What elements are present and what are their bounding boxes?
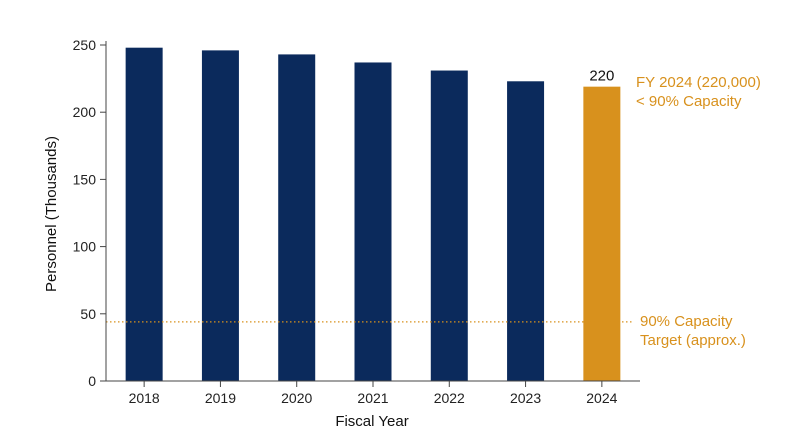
data-label-2024: 220 [589,68,614,85]
bar-2021 [354,62,392,382]
bars-group [125,47,621,382]
axes-group [105,41,640,382]
y-tick-label: 0 [88,373,96,389]
x-tick-label-2020: 2020 [281,390,312,406]
y-axis-title: Personnel (Thousands) [43,136,60,292]
x-tick-label-2023: 2023 [510,390,541,406]
x-axis-title: Fiscal Year [335,413,408,430]
x-tick-label-2019: 2019 [205,390,236,406]
y-tick-label: 150 [73,171,97,187]
bar-2024 [583,86,621,381]
annotation-line-2: < 90% Capacity [636,93,742,110]
y-tick-label: 200 [73,104,97,120]
x-tick-label-2018: 2018 [129,390,160,406]
bar-2022 [430,70,468,381]
data-labels-group: 220 [589,68,614,85]
bar-2018 [125,47,163,382]
y-tick-label: 50 [80,306,96,322]
y-tick-label: 250 [73,37,97,53]
x-tick-label-2024: 2024 [586,390,617,406]
x-tick-label-2021: 2021 [357,390,388,406]
reference-line-label-1: 90% Capacity [640,313,733,330]
annotation-line-1: FY 2024 (220,000) [636,74,761,91]
y-axis-ticks: 0 50 100 150 200 250 [73,37,106,389]
reference-line-label-2: Target (approx.) [640,332,746,349]
y-tick-label: 100 [73,239,97,255]
bar-2019 [201,50,239,381]
bar-2020 [278,54,316,382]
bar-2023 [507,81,545,382]
x-tick-label-2022: 2022 [434,390,465,406]
x-axis-ticks: 2018 2019 2020 2021 2022 2023 2024 [129,381,618,406]
